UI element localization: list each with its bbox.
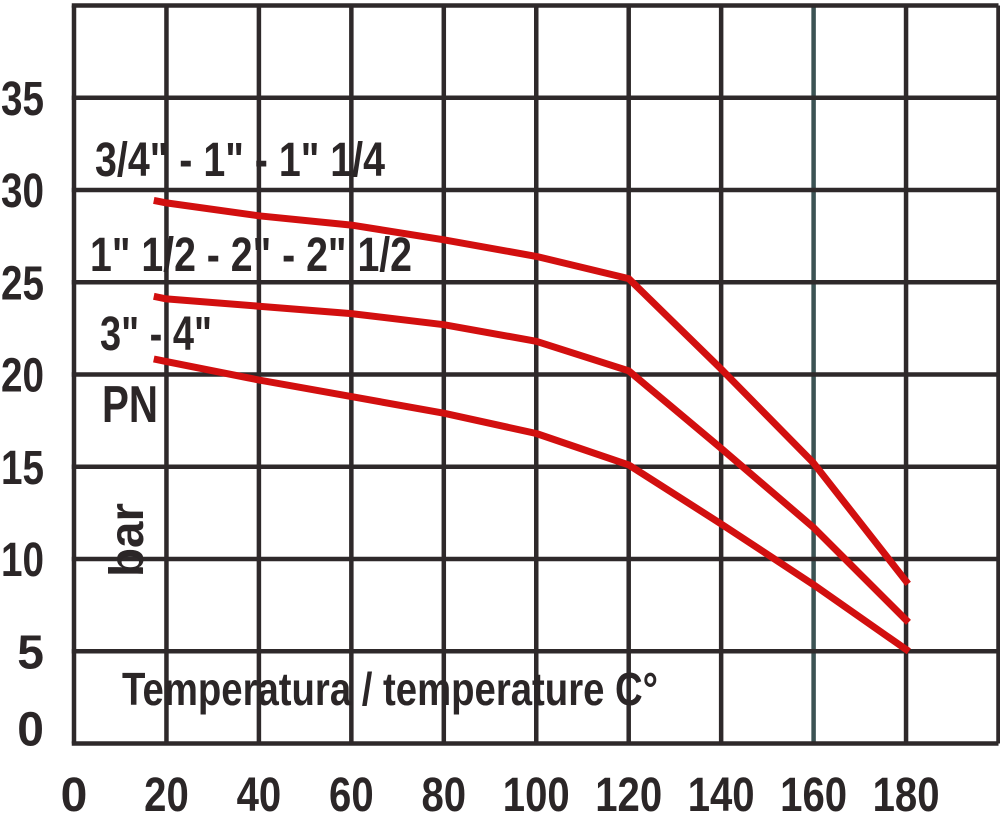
y-axis-unit-group: bar (101, 503, 154, 577)
y-tick-label-20: 20 (1, 350, 44, 403)
series-label-top: 3/4" - 1" - 1" 1/4 (95, 134, 385, 187)
x-axis-name: Temperatura / temperature C° (122, 663, 658, 715)
y-tick-label-5: 5 (17, 626, 44, 679)
y-tick-label-15: 15 (1, 442, 44, 495)
series-label-bottom: 3" - 4" (100, 308, 212, 361)
y-tick-label-30: 30 (1, 165, 44, 218)
y-tick-label-0: 0 (17, 704, 44, 757)
x-tick-label-40: 40 (237, 769, 282, 813)
x-tick-label-0: 0 (61, 769, 88, 813)
x-tick-label-100: 100 (503, 769, 570, 813)
x-tick-label-60: 60 (329, 769, 374, 813)
y-tick-label-35: 35 (1, 73, 44, 126)
x-tick-label-20: 20 (144, 769, 189, 813)
curve-size-medium (153, 292, 911, 625)
series-label-middle: 1" 1/2 - 2" - 2" 1/2 (90, 229, 412, 282)
x-tick-label-120: 120 (595, 769, 662, 813)
curve-size-large (153, 355, 911, 655)
x-tick-label-140: 140 (688, 769, 755, 813)
curve-size-small (153, 196, 911, 587)
y-tick-label-10: 10 (1, 534, 44, 587)
curve-layer (153, 196, 911, 655)
y-axis-name: PN (102, 376, 158, 434)
x-tick-label-180: 180 (873, 769, 940, 813)
x-tick-label-160: 160 (780, 769, 847, 813)
y-tick-label-25: 25 (1, 257, 44, 310)
grid-layer (71, 3, 1000, 746)
x-tick-label-80: 80 (422, 769, 467, 813)
annotation-layer: 3/4" - 1" - 1" 1/4 1" 1/2 - 2" - 2" 1/2 3"… (90, 134, 658, 715)
tick-layer: 35 30 25 20 15 10 5 00 20 40 60 80 100 120 140 160 180 (1, 73, 940, 813)
y-axis-unit: bar (101, 503, 154, 577)
